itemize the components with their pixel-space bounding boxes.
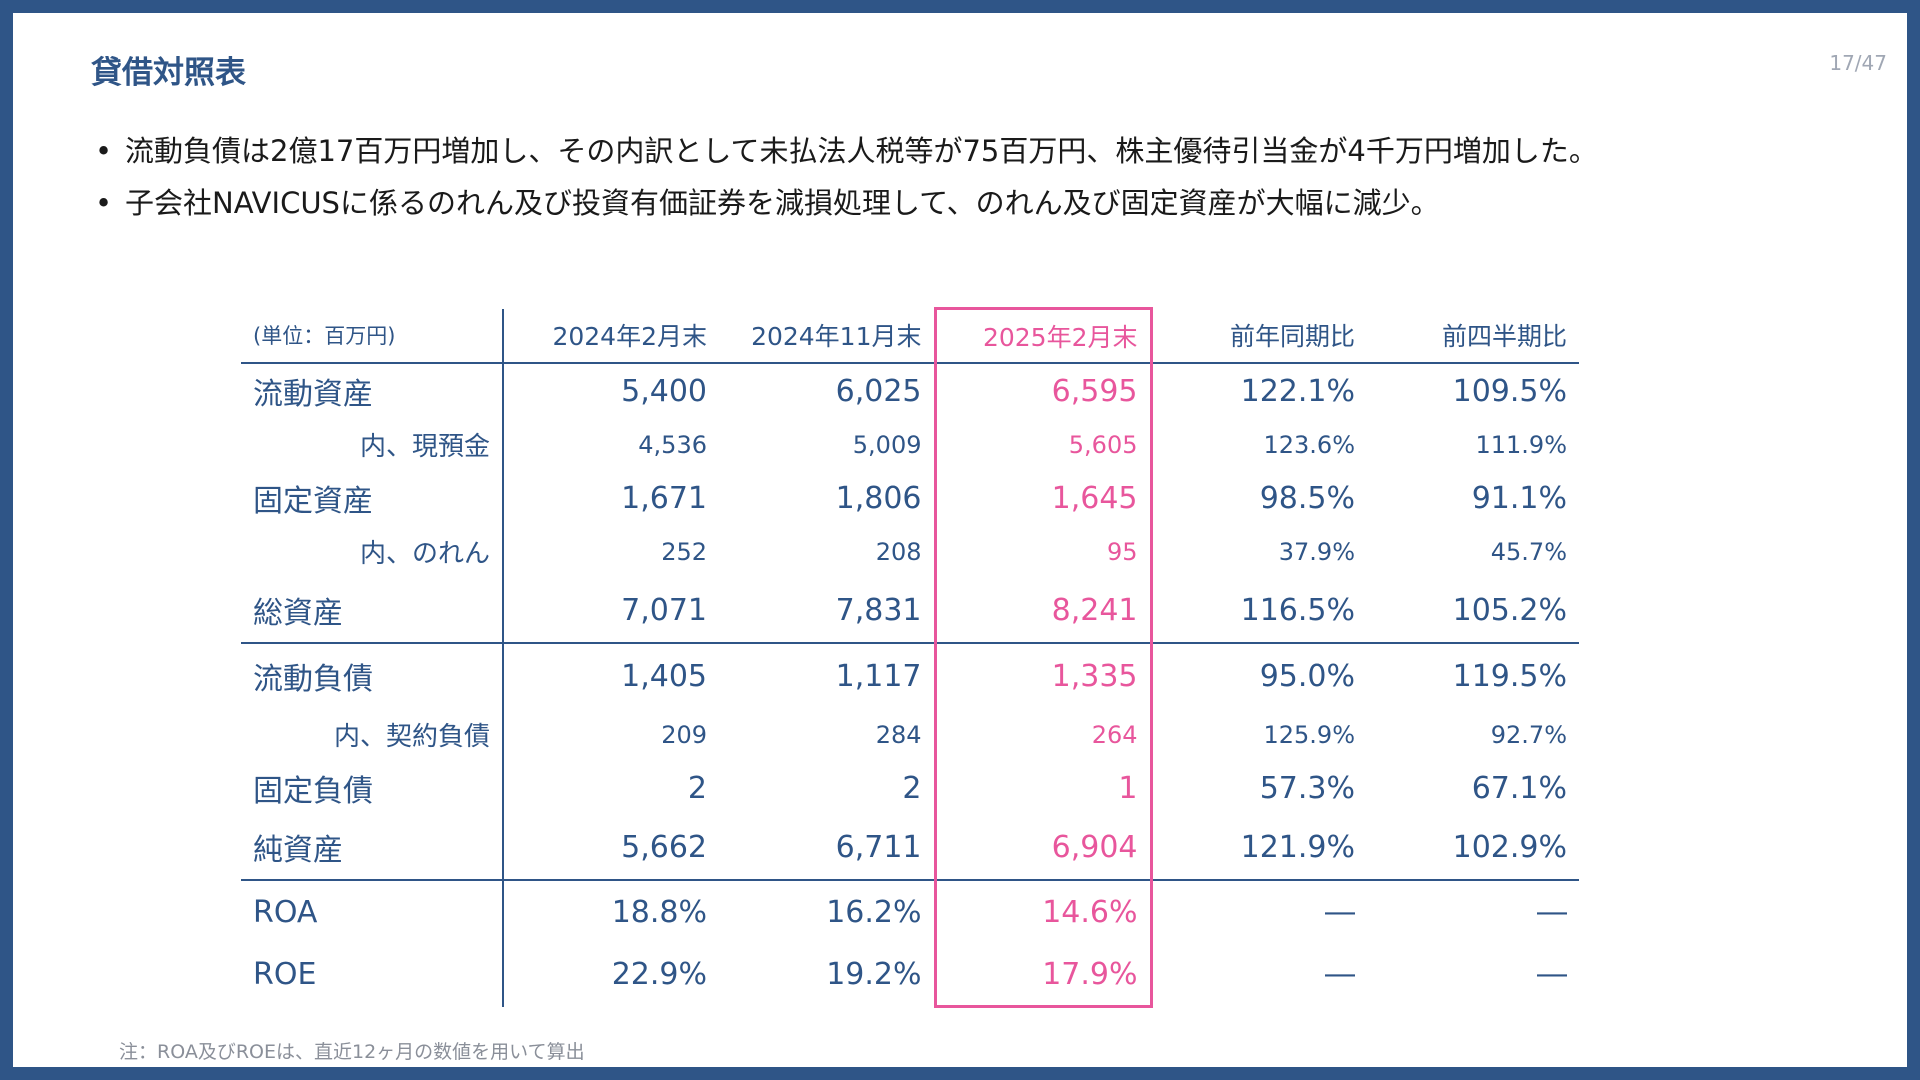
table-cell-highlighted: 14.6% [933,879,1153,943]
table-cell: 18.8% [503,879,719,943]
table-cell: 19.2% [826,957,922,993]
table-cell: 119.5% [1367,642,1579,708]
column-header-highlighted: 2025年2月末 [933,307,1153,364]
bullet-item: 子会社NAVICUSに係るのれん及び投資有価証券を減損処理して、のれん及び固定資… [95,177,1598,229]
table-cell: 2 [687,770,707,806]
table-row: ROA 18.8% 16.2% 14.6% ― ― [241,879,1579,943]
table-row: 固定負債 2 2 1 57.3% 67.1% [241,761,1579,815]
table-cell: 16.2% [719,879,935,943]
row-label: 流動負債 [241,642,504,708]
table-cell: 125.9% [1263,720,1355,749]
table-cell: ― [1151,879,1367,943]
table-cell: 1,806 [835,480,922,516]
table-cell: 7,831 [835,592,922,628]
table-cell: 57.3% [1259,770,1355,806]
table-cell: 6,025 [835,373,922,409]
row-label: ROA [241,879,504,943]
table-cell: 208 [875,537,922,566]
table-cell: 92.7% [1490,720,1567,749]
table-cell: ― [1367,879,1579,943]
table-row: 固定資産 1,671 1,806 1,645 98.5% 91.1% [241,471,1579,525]
page-number: 17/47 [1829,51,1887,75]
table-cell: 45.7% [1490,537,1567,566]
table-cell: 22.9% [611,957,707,993]
table-row: 流動負債 1,405 1,117 1,335 95.0% 119.5% [241,642,1579,708]
slide-title: 貸借対照表 [91,55,246,91]
table-cell-highlighted: 6,904 [933,815,1153,880]
row-label: 流動資産 [241,363,504,418]
table-cell-highlighted: 6,595 [933,363,1153,418]
table-row: 総資産 7,071 7,831 8,241 116.5% 105.2% [241,578,1579,643]
table-cell: 1,117 [719,642,935,708]
column-header: 前年同期比 [1151,308,1367,364]
table-cell-highlighted: 17.9% [933,943,1153,1008]
table-cell: 122.1% [1240,373,1355,409]
table-cell: 7,071 [621,592,707,628]
table-row: ROE 22.9% 19.2% 17.9% ― ― [241,943,1579,1008]
footnote: 注：ROA及びROEは、直近12ヶ月の数値を用いて算出 [119,1041,585,1063]
table-cell-highlighted: 95 [933,525,1153,578]
row-label: 固定資産 [241,471,504,525]
row-label: 総資産 [241,578,504,643]
row-label: 内、のれん [241,525,504,578]
table-cell: 5,009 [852,430,922,459]
table-cell-highlighted: 1 [933,761,1153,815]
table-cell: 111.9% [1475,430,1567,459]
table-cell-highlighted: 8,241 [933,578,1153,643]
table-row: 内、のれん 252 208 95 37.9% 45.7% [241,525,1579,578]
table-row: 純資産 5,662 6,711 6,904 121.9% 102.9% [241,815,1579,880]
table-cell: 109.5% [1452,373,1567,409]
table-cell: 98.5% [1259,480,1355,516]
table-cell: ― [1325,957,1355,993]
unit-label: (単位：百万円) [241,308,504,364]
column-header: 2024年2月末 [503,308,719,364]
column-header: 前四半期比 [1367,308,1579,364]
table-cell: 102.9% [1452,829,1567,865]
table-cell-highlighted: 264 [933,708,1153,761]
table-row: 内、現預金 4,536 5,009 5,605 123.6% 111.9% [241,418,1579,471]
table-cell: 5,400 [621,373,707,409]
column-header: 2024年11月末 [719,308,935,364]
table-cell: 121.9% [1240,829,1355,865]
row-label: 純資産 [241,815,504,880]
table-cell: ― [1537,957,1567,993]
table-cell: 91.1% [1471,480,1567,516]
table-row: 流動資産 5,400 6,025 6,595 122.1% 109.5% [241,363,1579,418]
table-cell: 67.1% [1471,770,1567,806]
table-cell: 209 [661,720,707,749]
row-label: 内、契約負債 [241,708,504,761]
table-cell: 252 [661,537,707,566]
row-label: 固定負債 [241,761,504,815]
bullet-list: 流動負債は2億17百万円増加し、その内訳として未払法人税等が75百万円、株主優待… [95,125,1598,229]
bullet-item: 流動負債は2億17百万円増加し、その内訳として未払法人税等が75百万円、株主優待… [95,125,1598,177]
balance-sheet-table: (単位：百万円) 2024年2月末 2024年11月末 2025年2月末 前年同… [241,307,1579,1008]
row-label: 内、現預金 [241,418,504,471]
table-cell: 6,711 [835,829,922,865]
table-cell-highlighted: 1,645 [933,471,1153,525]
table-cell: 123.6% [1263,430,1355,459]
table-cell-highlighted: 5,605 [933,418,1153,471]
table-header-row: (単位：百万円) 2024年2月末 2024年11月末 2025年2月末 前年同… [241,307,1579,364]
table-cell: 95.0% [1151,642,1367,708]
table-row: 内、契約負債 209 284 264 125.9% 92.7% [241,708,1579,761]
row-label: ROE [241,943,504,1007]
table-cell: 4,536 [638,430,707,459]
table-cell: 116.5% [1240,592,1355,628]
table-cell-highlighted: 1,335 [933,642,1153,708]
table-cell: 1,405 [503,642,719,708]
table-cell: 105.2% [1452,592,1567,628]
table-cell: 284 [875,720,922,749]
table-cell: 2 [902,770,922,806]
table-cell: 37.9% [1278,537,1355,566]
table-cell: 5,662 [621,829,707,865]
table-cell: 1,671 [621,480,707,516]
